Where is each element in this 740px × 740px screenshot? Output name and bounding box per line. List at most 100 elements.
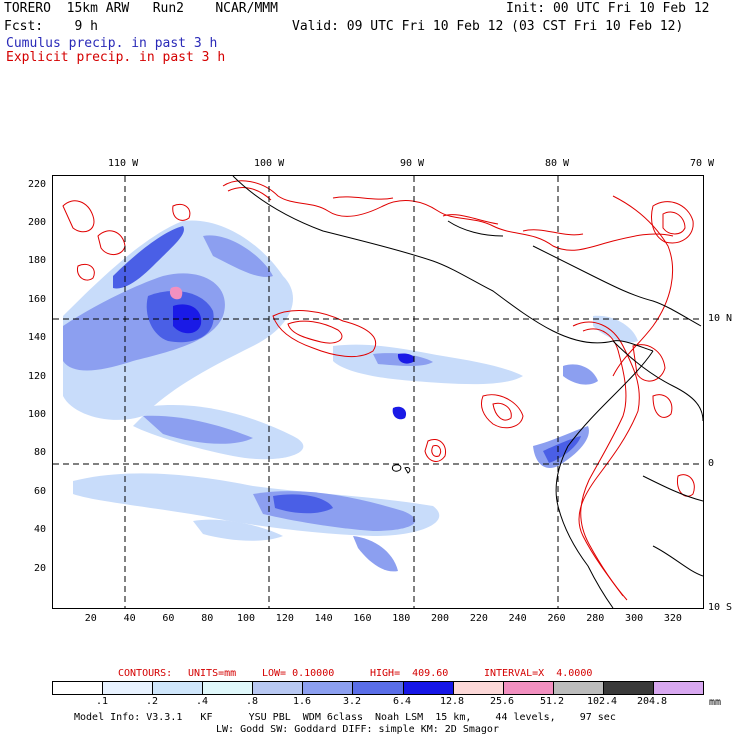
y-tick-label: 220 — [27, 178, 46, 190]
legend-label: 204.8 — [636, 696, 668, 707]
explicit-precip-label: Explicit precip. in past 3 h — [6, 50, 226, 65]
contour-high: HIGH= 409.60 — [370, 668, 449, 679]
cumulus-region-east — [333, 344, 523, 385]
x-tick-label: 160 — [353, 613, 372, 624]
legend-label: .1 — [95, 696, 109, 707]
x-tick-label: 40 — [123, 613, 136, 624]
cumulus-region-far-ne — [593, 315, 638, 343]
y-tick-label: 40 — [33, 524, 46, 536]
legend-swatch — [303, 682, 354, 694]
cumulus-blob-center-heavy — [392, 406, 407, 420]
explicit-contour-east-inland — [632, 344, 695, 497]
legend-swatch — [603, 682, 654, 694]
lon-label-70w: 70 W — [690, 158, 715, 169]
cumulus-band-south-3 — [193, 519, 283, 541]
x-tick-label: 240 — [508, 613, 527, 624]
legend-label: 6.4 — [392, 696, 412, 707]
legend-swatch — [153, 682, 204, 694]
explicit-contour-coast-2 — [580, 328, 628, 601]
x-tick-label: 280 — [586, 613, 605, 624]
x-tick-label: 220 — [469, 613, 488, 624]
y-tick-label: 80 — [33, 447, 46, 459]
cumulus-region-pink — [169, 286, 183, 300]
x-tick-label: 320 — [663, 613, 682, 624]
explicit-contour-central — [272, 310, 376, 357]
map-canvas — [53, 176, 703, 608]
valid-time: Valid: 09 UTC Fri 10 Feb 12 (03 CST Fri … — [292, 19, 684, 34]
legend-label: .2 — [145, 696, 159, 707]
cumulus-band-south-2 — [353, 536, 398, 572]
header-title: TORERO 15km ARW Run2 NCAR/MMM — [4, 1, 278, 16]
cumulus-precip-label: Cumulus precip. in past 3 h — [6, 36, 218, 51]
lat-label-10s: 10 S — [708, 602, 733, 613]
cumulus-precip-shading — [63, 220, 638, 572]
coastline-interior-borders — [612, 340, 703, 577]
cumulus-streak-nw2 — [203, 235, 273, 277]
legend-unit: mm — [709, 697, 722, 708]
lat-lon-grid — [53, 176, 703, 608]
legend-label: .8 — [245, 696, 259, 707]
legend-label: 1.6 — [292, 696, 312, 707]
legend-label: 25.6 — [489, 696, 515, 707]
coastline-south-america — [555, 350, 654, 608]
forecast-hour: Fcst: 9 h — [4, 19, 98, 34]
x-tick-label: 200 — [431, 613, 450, 624]
legend-swatch — [653, 682, 704, 694]
y-tick-label: 160 — [27, 293, 46, 305]
precipitation-map — [52, 175, 704, 609]
cumulus-region-coast-heavy — [543, 436, 581, 463]
y-tick-label: 20 — [33, 562, 46, 574]
explicit-precip-contours — [62, 180, 695, 601]
y-tick-label: 180 — [27, 255, 46, 267]
coastline-mexico-central-america — [232, 176, 654, 352]
lon-label-100w: 100 W — [254, 158, 285, 169]
explicit-contour-east-cluster — [480, 394, 524, 429]
legend-swatch — [503, 682, 554, 694]
x-tick-label: 180 — [392, 613, 411, 624]
contour-label: CONTOURS: — [118, 668, 173, 679]
cumulus-blob-east-heavy — [397, 353, 415, 364]
legend-label: 102.4 — [586, 696, 618, 707]
x-tick-label: 60 — [162, 613, 175, 624]
x-tick-label: 140 — [314, 613, 333, 624]
y-tick-label: 100 — [27, 409, 46, 420]
explicit-contour-far-east — [651, 201, 694, 244]
explicit-contour-north-2 — [227, 187, 584, 236]
coastline-caribbean — [447, 220, 702, 327]
x-tick-label: 300 — [625, 613, 644, 624]
contour-units: UNITS=mm — [188, 668, 237, 679]
explicit-contour-center-blob — [424, 439, 447, 462]
y-tick-label: 120 — [27, 370, 46, 382]
cumulus-band-central-mid — [143, 415, 253, 444]
y-tick-label: 60 — [33, 485, 46, 497]
init-time: Init: 00 UTC Fri 10 Feb 12 — [506, 1, 710, 16]
lon-label-110w: 110 W — [108, 158, 139, 169]
cumulus-streak-nw — [113, 226, 184, 289]
lon-label-80w: 80 W — [545, 158, 570, 169]
lat-label-0: 0 — [708, 458, 715, 469]
cumulus-region-ne — [563, 364, 598, 385]
precip-color-legend — [52, 681, 704, 695]
physics-info: LW: Godd SW: Goddard DIFF: simple KM: 2D… — [216, 724, 499, 735]
legend-label: 12.8 — [439, 696, 465, 707]
x-tick-label: 20 — [84, 613, 97, 624]
legend-label: .4 — [195, 696, 209, 707]
lon-label-90w: 90 W — [400, 158, 425, 169]
legend-label: 51.2 — [539, 696, 565, 707]
explicit-contour-coast-3 — [612, 195, 674, 377]
legend-swatch — [403, 682, 454, 694]
contour-low: LOW= 0.10000 — [262, 668, 335, 679]
x-tick-label: 80 — [201, 613, 214, 624]
legend-swatch — [553, 682, 604, 694]
coastlines — [232, 176, 703, 608]
explicit-contour-north — [222, 180, 674, 251]
legend-swatch — [353, 682, 404, 694]
lat-label-10n: 10 N — [708, 313, 733, 324]
legend-swatch — [103, 682, 154, 694]
legend-swatch — [203, 682, 254, 694]
x-tick-label: 100 — [236, 613, 256, 624]
explicit-contour-central-2 — [287, 320, 343, 344]
legend-swatch — [53, 682, 104, 694]
explicit-contour-coast — [572, 321, 640, 597]
x-tick-label: 260 — [547, 613, 566, 624]
